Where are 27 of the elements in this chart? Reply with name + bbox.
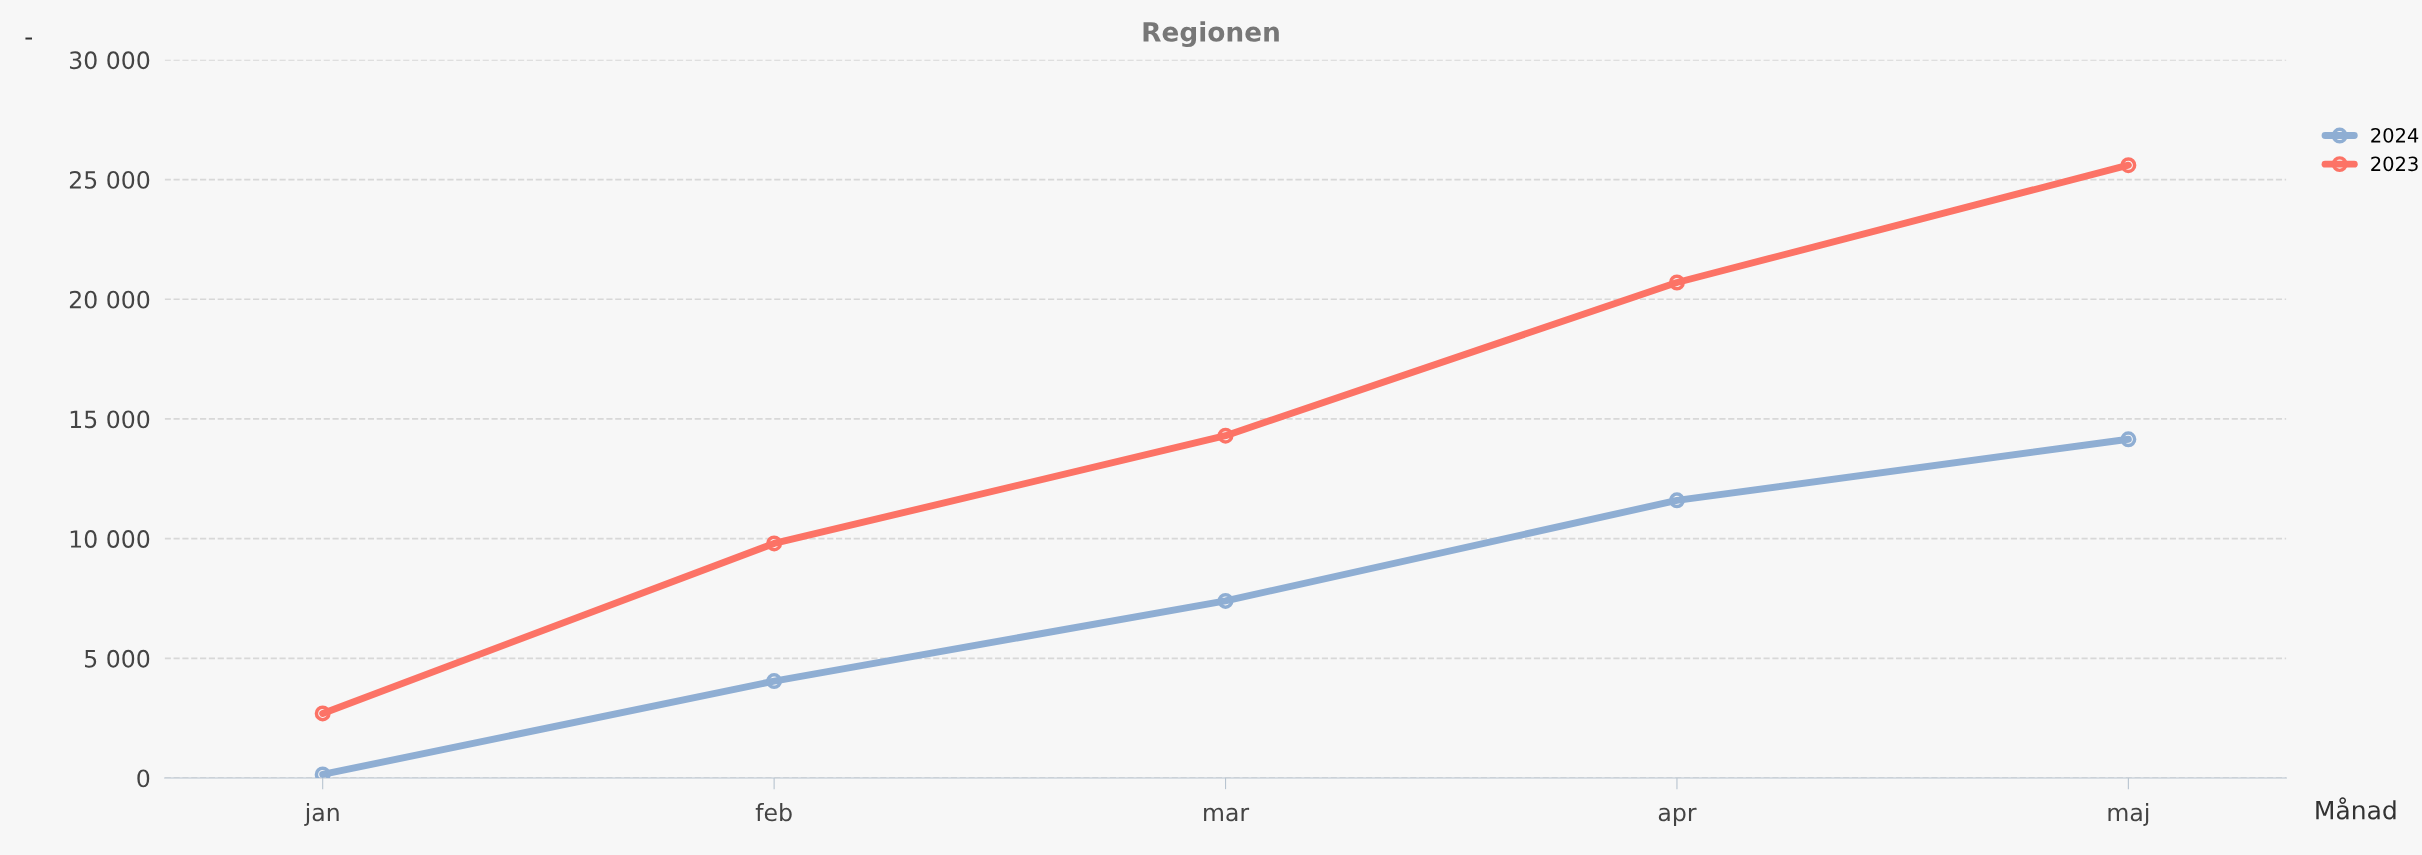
y-tick-label: 20 000 bbox=[69, 290, 150, 309]
point bbox=[766, 673, 783, 690]
y-tick-label: 25 000 bbox=[69, 171, 150, 189]
point bbox=[1217, 427, 1234, 444]
y-tick-label: 30 000 bbox=[69, 51, 150, 70]
point bbox=[1668, 274, 1685, 291]
point bbox=[1217, 592, 1234, 609]
y-tick-label: 0 bbox=[137, 769, 150, 788]
point bbox=[2120, 431, 2137, 448]
point bbox=[766, 535, 783, 552]
y-tick-label: 10 000 bbox=[70, 530, 150, 548]
x-tick-label: feb bbox=[755, 803, 792, 822]
x-tick-label: mar bbox=[1204, 807, 1250, 822]
point bbox=[2120, 157, 2137, 174]
y-tick-label: 15 000 bbox=[70, 410, 150, 429]
point bbox=[314, 766, 331, 779]
y-axis-title: - bbox=[25, 37, 33, 40]
y-tick-label: 5 000 bbox=[85, 649, 150, 668]
chart-title: Regionen bbox=[1143, 21, 1279, 48]
legend-label: 2023 bbox=[2371, 156, 2418, 172]
point bbox=[314, 705, 331, 722]
legend-label: 2024 bbox=[2371, 127, 2419, 143]
x-tick-label: maj bbox=[2108, 803, 2149, 826]
point bbox=[1668, 492, 1685, 509]
x-tick-label: jan bbox=[304, 803, 339, 826]
x-tick-label: apr bbox=[1658, 807, 1697, 826]
x-axis-title: Månad bbox=[2316, 797, 2396, 820]
